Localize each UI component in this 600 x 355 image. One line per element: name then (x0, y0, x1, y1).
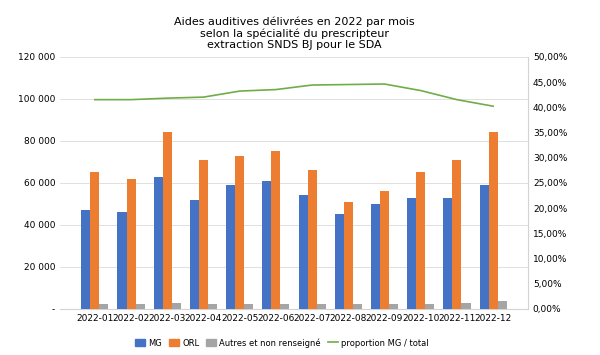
proportion MG / total (127, 98, 134, 102)
Bar (271, 151, 280, 309)
Bar (479, 185, 488, 309)
proportion MG / total (272, 87, 280, 92)
proportion MG / total (236, 89, 243, 93)
proportion MG / total (490, 104, 497, 108)
Bar (280, 304, 289, 309)
Bar (407, 197, 416, 309)
Bar (226, 185, 235, 309)
Legend: MG, ORL, Autres et non renseigné, proportion MG / total: MG, ORL, Autres et non renseigné, propor… (132, 335, 432, 351)
Bar (199, 160, 208, 309)
Bar (497, 301, 507, 309)
Line: proportion MG / total: proportion MG / total (95, 84, 493, 106)
Bar (416, 172, 425, 309)
proportion MG / total (381, 82, 388, 86)
Bar (335, 214, 344, 309)
proportion MG / total (308, 83, 316, 87)
proportion MG / total (164, 96, 171, 100)
Bar (154, 176, 163, 309)
Bar (452, 160, 461, 309)
Bar (235, 155, 244, 309)
Bar (208, 304, 217, 309)
Bar (91, 172, 100, 309)
proportion MG / total (345, 82, 352, 87)
Bar (461, 303, 470, 309)
proportion MG / total (91, 98, 98, 102)
Bar (163, 132, 172, 309)
Bar (81, 210, 91, 309)
Bar (488, 132, 497, 309)
Bar (127, 179, 136, 309)
Bar (100, 304, 109, 309)
Title: Aides auditives délivrées en 2022 par mois
selon la spécialité du prescripteur
e: Aides auditives délivrées en 2022 par mo… (173, 16, 415, 50)
proportion MG / total (417, 88, 424, 93)
Bar (244, 304, 253, 309)
Bar (308, 170, 317, 309)
proportion MG / total (200, 95, 207, 99)
Bar (389, 304, 398, 309)
proportion MG / total (454, 98, 461, 102)
Bar (344, 202, 353, 309)
Bar (425, 304, 434, 309)
Bar (118, 212, 127, 309)
Bar (136, 304, 145, 309)
Bar (371, 204, 380, 309)
Bar (299, 195, 308, 309)
Bar (317, 304, 326, 309)
Bar (262, 181, 271, 309)
Bar (443, 197, 452, 309)
Bar (353, 304, 362, 309)
Bar (172, 303, 181, 309)
Bar (380, 191, 389, 309)
Bar (190, 200, 199, 309)
